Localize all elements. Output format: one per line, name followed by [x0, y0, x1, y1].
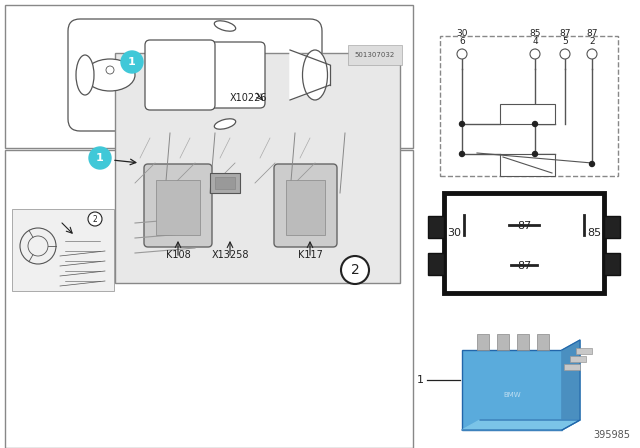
Text: 85: 85 — [587, 228, 601, 238]
Ellipse shape — [214, 21, 236, 31]
Polygon shape — [562, 340, 580, 430]
Text: 1: 1 — [417, 375, 424, 385]
Text: 2: 2 — [589, 37, 595, 46]
Text: 87: 87 — [517, 261, 531, 271]
Circle shape — [530, 49, 540, 59]
Text: 87: 87 — [517, 221, 531, 231]
Bar — [440, 36, 618, 176]
Bar — [286, 180, 325, 235]
Text: 2: 2 — [351, 263, 360, 277]
Circle shape — [560, 49, 570, 59]
Circle shape — [106, 66, 114, 74]
Bar — [564, 364, 580, 370]
Bar — [570, 356, 586, 362]
Bar — [537, 334, 549, 350]
Text: 30: 30 — [447, 228, 461, 238]
Text: 395985: 395985 — [593, 430, 630, 440]
Text: BMW: BMW — [503, 392, 521, 398]
Circle shape — [457, 49, 467, 59]
Bar — [215, 177, 235, 189]
Ellipse shape — [76, 55, 94, 95]
Circle shape — [532, 151, 538, 156]
Circle shape — [460, 151, 465, 156]
Ellipse shape — [303, 50, 328, 100]
Bar — [115, 53, 400, 283]
Circle shape — [89, 147, 111, 169]
Bar — [604, 216, 620, 238]
Text: 501307032: 501307032 — [355, 52, 395, 58]
Text: 6: 6 — [459, 37, 465, 46]
FancyBboxPatch shape — [145, 40, 215, 110]
Bar — [5, 150, 413, 448]
Text: K117: K117 — [298, 250, 323, 260]
Text: 1: 1 — [96, 153, 104, 163]
Circle shape — [532, 121, 538, 126]
Circle shape — [121, 51, 143, 73]
Bar — [210, 173, 240, 193]
Bar — [500, 104, 555, 124]
FancyBboxPatch shape — [68, 19, 322, 131]
Text: 30: 30 — [456, 29, 468, 38]
Text: X13258: X13258 — [211, 250, 249, 260]
Bar — [12, 209, 114, 291]
FancyBboxPatch shape — [200, 42, 265, 108]
Polygon shape — [290, 50, 330, 100]
Bar — [500, 154, 555, 176]
Text: 87: 87 — [586, 29, 598, 38]
FancyBboxPatch shape — [144, 164, 212, 247]
Ellipse shape — [85, 59, 135, 91]
Text: 5: 5 — [562, 37, 568, 46]
Bar — [444, 193, 604, 293]
Text: 1: 1 — [128, 57, 136, 67]
Text: K108: K108 — [166, 250, 190, 260]
Circle shape — [341, 256, 369, 284]
Text: 85: 85 — [529, 29, 541, 38]
Bar — [604, 253, 620, 275]
Bar — [5, 5, 413, 148]
Text: 2: 2 — [93, 215, 97, 224]
Bar — [156, 180, 200, 235]
Circle shape — [587, 49, 597, 59]
Circle shape — [589, 161, 595, 167]
Bar — [477, 334, 489, 350]
Bar — [576, 348, 592, 354]
Text: 87: 87 — [559, 29, 571, 38]
Text: 4: 4 — [532, 37, 538, 46]
Bar — [428, 216, 444, 238]
Bar — [497, 334, 509, 350]
Bar — [428, 253, 444, 275]
Text: X10226: X10226 — [229, 93, 267, 103]
Bar — [462, 350, 562, 430]
Circle shape — [460, 121, 465, 126]
FancyBboxPatch shape — [274, 164, 337, 247]
Bar — [517, 334, 529, 350]
Polygon shape — [462, 420, 580, 430]
Circle shape — [88, 212, 102, 226]
Ellipse shape — [214, 119, 236, 129]
